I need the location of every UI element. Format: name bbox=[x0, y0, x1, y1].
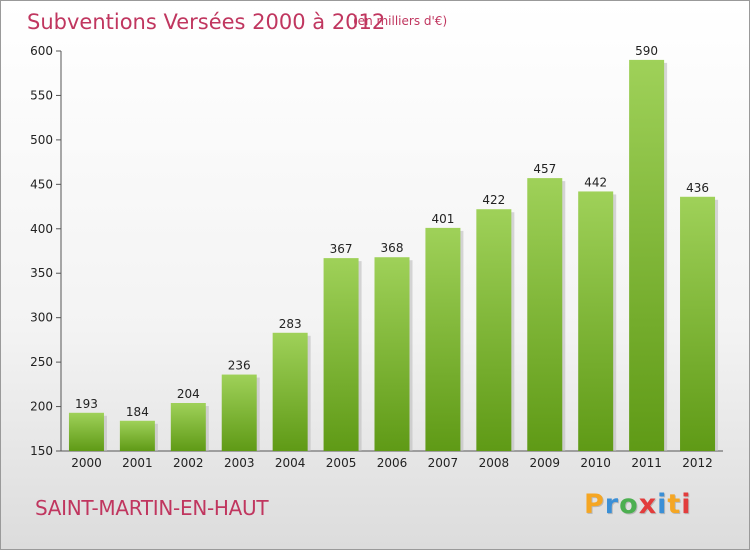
y-tick-label: 400 bbox=[30, 222, 53, 236]
y-axis: 150 200 250 300 350 400 450 500 550 600 bbox=[30, 44, 62, 458]
chart-subtitle: (en milliers d'€) bbox=[353, 14, 448, 28]
bar-group bbox=[425, 227, 464, 451]
y-tick-label: 500 bbox=[30, 133, 53, 147]
logo-letter: i bbox=[681, 489, 692, 520]
bar bbox=[221, 374, 257, 451]
bar bbox=[578, 191, 614, 451]
y-tick-label: 550 bbox=[30, 88, 53, 102]
y-tick-label: 300 bbox=[30, 311, 53, 325]
bar bbox=[323, 258, 359, 451]
bar-group bbox=[527, 178, 566, 451]
data-label: 236 bbox=[228, 359, 251, 373]
x-tick-label: 2011 bbox=[631, 456, 662, 470]
proxiti-logo[interactable]: Proxiti bbox=[584, 489, 692, 520]
x-tick-label: 2004 bbox=[275, 456, 306, 470]
bar bbox=[68, 412, 104, 451]
logo-letter: i bbox=[657, 489, 668, 520]
bar-group bbox=[119, 420, 158, 451]
bar-group bbox=[323, 258, 362, 451]
x-tick-label: 2009 bbox=[529, 456, 560, 470]
chart-title: Subventions Versées 2000 à 2012 bbox=[27, 10, 386, 34]
data-labels: 193 184 204 236 283 367 368 401 422 457 442 590 436 bbox=[75, 44, 709, 419]
data-label: 184 bbox=[126, 405, 149, 419]
x-axis: 2000 2001 2002 2003 2004 2005 2006 2007 2008 2009… bbox=[61, 450, 723, 470]
data-label: 401 bbox=[431, 212, 454, 226]
data-label: 590 bbox=[635, 44, 658, 58]
bars bbox=[68, 59, 719, 452]
bar bbox=[425, 227, 461, 451]
bar-group bbox=[374, 257, 413, 451]
bar bbox=[680, 196, 716, 451]
data-label: 442 bbox=[584, 175, 607, 189]
x-tick-label: 2003 bbox=[224, 456, 255, 470]
y-tick-label: 450 bbox=[30, 177, 53, 191]
bar-group bbox=[476, 209, 515, 451]
y-tick-label: 150 bbox=[30, 444, 53, 458]
logo-letter: P bbox=[584, 489, 605, 520]
y-tick-label: 350 bbox=[30, 266, 53, 280]
bar bbox=[527, 178, 563, 451]
x-tick-label: 2008 bbox=[479, 456, 510, 470]
bar bbox=[629, 59, 665, 452]
bar bbox=[374, 257, 410, 451]
x-tick-label: 2012 bbox=[682, 456, 713, 470]
data-label: 367 bbox=[330, 242, 353, 256]
bar bbox=[272, 332, 308, 451]
bar-group bbox=[272, 332, 311, 451]
bar bbox=[476, 209, 512, 451]
data-label: 436 bbox=[686, 181, 709, 195]
y-tick-label: 200 bbox=[30, 400, 53, 414]
logo-letter: r bbox=[604, 489, 620, 520]
bar-group bbox=[578, 191, 617, 451]
data-label: 204 bbox=[177, 387, 200, 401]
y-tick-label: 250 bbox=[30, 355, 53, 369]
x-tick-label: 2001 bbox=[122, 456, 153, 470]
x-tick-label: 2006 bbox=[377, 456, 408, 470]
bar-group bbox=[170, 403, 209, 451]
y-tick-label: 600 bbox=[30, 44, 53, 58]
logo-letter: x bbox=[638, 489, 658, 520]
data-label: 368 bbox=[381, 241, 404, 255]
logo-letter: t bbox=[667, 489, 682, 520]
bar-group bbox=[680, 196, 719, 451]
bar bbox=[170, 403, 206, 451]
logo-letter: o bbox=[619, 489, 639, 520]
bar-group bbox=[629, 59, 668, 452]
x-tick-label: 2000 bbox=[71, 456, 102, 470]
data-label: 193 bbox=[75, 397, 98, 411]
data-label: 283 bbox=[279, 317, 302, 331]
x-tick-label: 2007 bbox=[428, 456, 459, 470]
data-label: 422 bbox=[482, 193, 505, 207]
data-label: 457 bbox=[533, 162, 556, 176]
commune-name: SAINT-MARTIN-EN-HAUT bbox=[35, 496, 269, 520]
bar-group bbox=[68, 412, 107, 451]
x-tick-label: 2010 bbox=[580, 456, 611, 470]
x-tick-label: 2002 bbox=[173, 456, 204, 470]
bar-group bbox=[221, 374, 260, 451]
x-tick-label: 2005 bbox=[326, 456, 357, 470]
bar bbox=[119, 420, 155, 451]
